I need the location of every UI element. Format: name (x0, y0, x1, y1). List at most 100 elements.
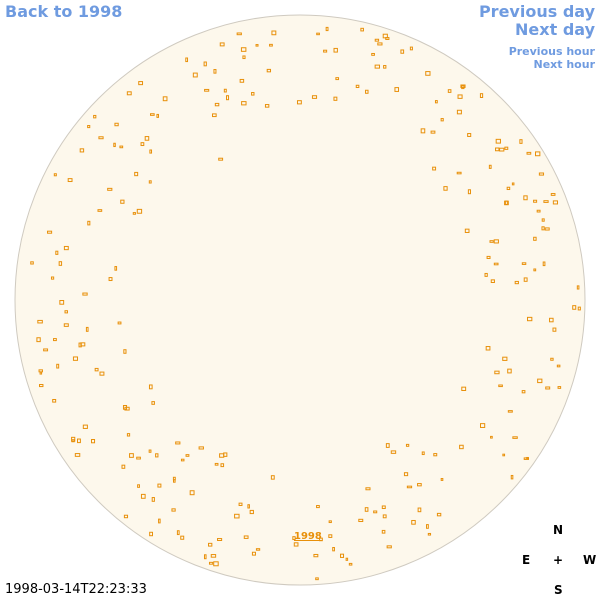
compass-center: + (553, 553, 564, 567)
region-contour (226, 95, 230, 101)
region-contour (176, 530, 180, 536)
region-contour (87, 125, 91, 129)
region-contour (64, 310, 68, 314)
region-contour (464, 228, 470, 233)
region-contour (114, 266, 118, 271)
region-contour (498, 384, 503, 388)
region-contour (132, 212, 136, 215)
region-contour (30, 261, 34, 265)
region-contour (461, 386, 467, 391)
region-contour (243, 535, 249, 539)
region-contour (255, 44, 259, 47)
region-contour (319, 537, 323, 542)
region-contour (77, 438, 81, 444)
region-contour (292, 536, 296, 541)
region-contour (544, 227, 550, 231)
timestamp: 1998-03-14T22:23:33 (5, 582, 147, 597)
region-contour (523, 457, 529, 460)
region-contour (53, 338, 57, 342)
region-contour (220, 463, 225, 468)
region-contour (217, 538, 223, 541)
region-contour (180, 535, 185, 540)
region-contour (490, 279, 495, 283)
region-contour (140, 142, 145, 147)
year-label[interactable]: 1998 (294, 531, 322, 542)
region-contour (417, 507, 422, 513)
region-contour (249, 509, 254, 515)
region-contour (526, 151, 532, 155)
previous-day-link[interactable]: Previous day (478, 2, 595, 21)
region-contour (59, 300, 65, 305)
previous-hour-link[interactable]: Previous hour (508, 45, 595, 58)
region-contour (432, 166, 437, 171)
region-contour (134, 171, 139, 177)
region-contour (210, 554, 217, 558)
region-contour (38, 369, 43, 373)
region-contour (355, 84, 360, 89)
region-contour (117, 321, 122, 325)
region-contour (247, 504, 250, 509)
region-contour (85, 326, 89, 332)
region-contour (381, 529, 386, 534)
region-contour (433, 453, 438, 457)
region-contour (185, 57, 189, 63)
region-contour (67, 178, 73, 183)
region-contour (479, 93, 484, 99)
region-contour (63, 323, 69, 327)
region-contour (149, 531, 153, 537)
region-contour (171, 508, 176, 512)
region-contour (460, 84, 466, 88)
region-contour (121, 464, 126, 469)
region-contour (459, 444, 464, 450)
region-contour (495, 138, 501, 144)
region-contour (79, 148, 85, 153)
region-contour (467, 133, 472, 137)
back-link[interactable]: Back to 1998 (5, 2, 123, 21)
region-contour (382, 33, 388, 39)
region-contour (507, 410, 513, 413)
region-contour (456, 171, 462, 175)
region-contour (434, 100, 438, 104)
region-contour (323, 49, 328, 53)
region-contour (403, 472, 409, 477)
region-contour (251, 92, 255, 96)
region-contour (411, 519, 416, 525)
region-contour (374, 64, 381, 69)
region-contour (502, 356, 508, 361)
region-contour (266, 68, 272, 73)
region-contour (340, 553, 345, 558)
region-contour (97, 209, 103, 212)
region-contour (113, 142, 116, 148)
region-contour (293, 542, 299, 547)
region-contour (52, 398, 57, 403)
region-contour (443, 186, 448, 191)
region-contour (550, 193, 556, 196)
sun-disk (14, 14, 586, 586)
next-hour-link[interactable]: Next hour (533, 58, 596, 71)
next-day-link[interactable]: Next day (515, 20, 595, 39)
region-contour (204, 88, 210, 92)
region-contour (239, 78, 245, 83)
region-contour (409, 46, 413, 51)
region-contour (332, 547, 335, 552)
region-contour (504, 146, 509, 150)
region-contour (219, 42, 225, 47)
region-contour (223, 88, 227, 93)
region-contour (93, 114, 97, 119)
region-contour (345, 557, 349, 561)
region-contour (316, 505, 320, 509)
region-contour (148, 449, 152, 453)
region-contour (456, 109, 462, 115)
region-contour (140, 493, 146, 499)
region-contour (365, 487, 371, 491)
region-contour (377, 42, 383, 46)
region-contour (157, 483, 162, 488)
region-contour (507, 368, 512, 374)
region-contour (236, 32, 242, 36)
region-contour (155, 453, 159, 458)
region-contour (114, 122, 119, 127)
region-contour (151, 497, 155, 502)
compass-west: W (583, 553, 597, 567)
region-contour (519, 139, 523, 144)
